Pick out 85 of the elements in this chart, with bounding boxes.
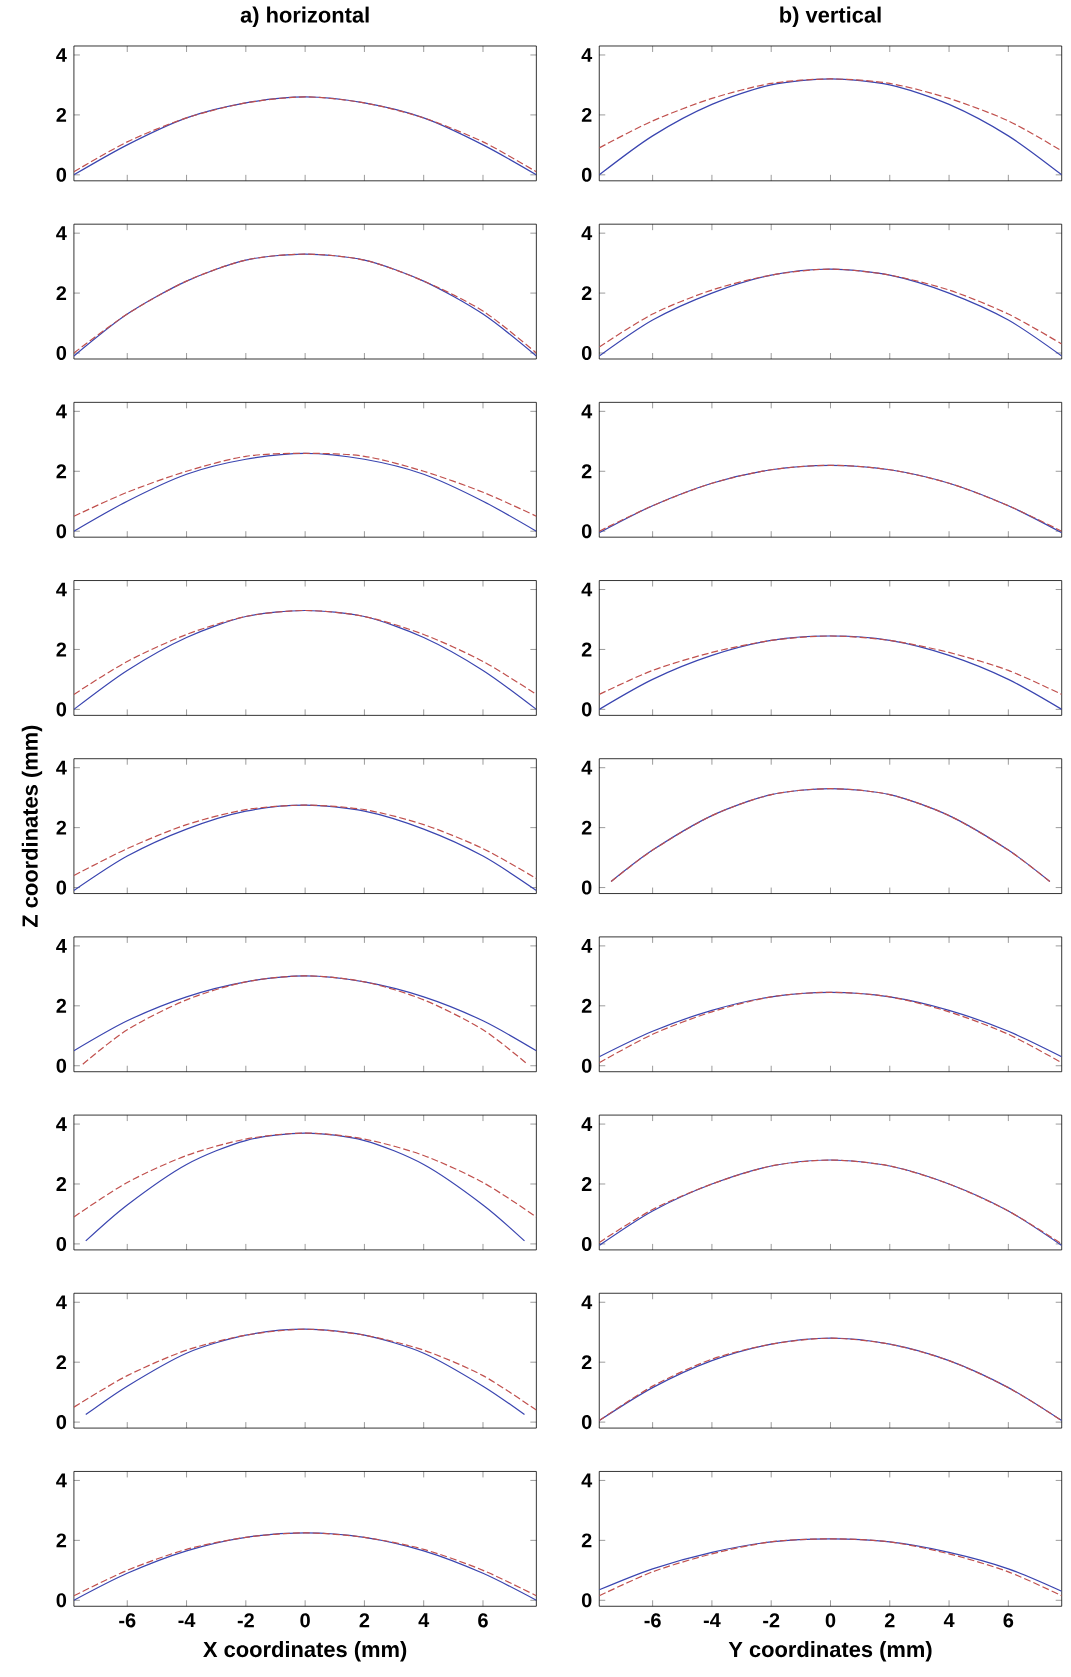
y-tick-label: 0 bbox=[56, 1236, 67, 1251]
y-tick-label: 0 bbox=[56, 167, 67, 182]
y-tick-label: 2 bbox=[56, 1533, 67, 1548]
y-tick-label: 0 bbox=[582, 345, 592, 361]
y-tick-label: 0 bbox=[582, 880, 592, 895]
y-tick-label: 4 bbox=[581, 1295, 593, 1310]
y-tick-label: 4 bbox=[581, 582, 593, 597]
y-tick-label: 2 bbox=[56, 1355, 67, 1370]
y-tick-label: 0 bbox=[582, 167, 592, 182]
y-tick-label: 0 bbox=[56, 702, 67, 717]
y-tick-label: 2 bbox=[582, 642, 592, 657]
line-series bbox=[599, 78, 1062, 152]
y-tick-label: 2 bbox=[582, 107, 592, 122]
y-tick-label: 4 bbox=[581, 760, 593, 775]
x-tick-label: 6 bbox=[478, 1613, 488, 1628]
x-tick-label: 4 bbox=[943, 1613, 955, 1627]
x-tick-label: 2 bbox=[885, 1613, 895, 1628]
y-tick-label: 4 bbox=[56, 939, 67, 953]
y-tick-label: 2 bbox=[582, 1355, 592, 1370]
y-tick-label: 2 bbox=[582, 464, 592, 479]
y-tick-label: 4 bbox=[56, 48, 67, 62]
x-tick-label: -4 bbox=[704, 1613, 721, 1627]
y-tick-label: 4 bbox=[581, 1117, 593, 1131]
y-tick-label: 0 bbox=[582, 1415, 592, 1430]
y-tick-label: 2 bbox=[56, 464, 67, 479]
y-tick-label: 2 bbox=[56, 1177, 67, 1191]
line-series bbox=[74, 975, 537, 1052]
y-tick-label: 2 bbox=[582, 820, 592, 835]
x-axis-title: Y coordinates (mm) bbox=[728, 1641, 932, 1662]
line-series bbox=[599, 78, 1062, 176]
y-tick-label: 4 bbox=[581, 48, 593, 62]
x-tick-label: -6 bbox=[644, 1613, 661, 1628]
x-tick-label: -2 bbox=[237, 1613, 255, 1628]
y-tick-label: 2 bbox=[582, 1533, 592, 1548]
y-tick-label: 4 bbox=[56, 226, 67, 241]
y-tick-label: 4 bbox=[581, 226, 593, 241]
x-tick-label: -2 bbox=[763, 1613, 780, 1628]
y-tick-label: 0 bbox=[56, 1058, 67, 1073]
x-tick-label: 0 bbox=[825, 1613, 836, 1628]
line-series bbox=[610, 788, 1051, 883]
x-tick-label: 2 bbox=[359, 1613, 370, 1628]
line-series bbox=[74, 452, 537, 532]
y-tick-label: 4 bbox=[56, 404, 67, 419]
y-tick-label: 0 bbox=[582, 1236, 592, 1251]
y-tick-label: 4 bbox=[581, 1473, 593, 1488]
x-tick-label: 4 bbox=[418, 1613, 430, 1627]
y-tick-label: 4 bbox=[56, 760, 67, 775]
y-tick-label: 0 bbox=[582, 1058, 592, 1073]
line-series bbox=[599, 635, 1062, 710]
y-tick-label: 2 bbox=[56, 998, 67, 1013]
line-series bbox=[85, 1132, 526, 1242]
y-tick-label: 0 bbox=[56, 345, 67, 361]
y-tick-label: 2 bbox=[582, 1177, 592, 1191]
y-tick-label: 2 bbox=[56, 107, 67, 122]
x-axis-title: X coordinates (mm) bbox=[203, 1641, 407, 1662]
line-series bbox=[74, 452, 537, 517]
x-tick-label: 0 bbox=[300, 1613, 311, 1628]
y-tick-label: 2 bbox=[582, 998, 592, 1013]
y-tick-label: 2 bbox=[582, 286, 592, 301]
y-tick-label: 4 bbox=[581, 939, 593, 953]
y-tick-label: 0 bbox=[582, 524, 592, 539]
y-tick-label: 2 bbox=[56, 286, 67, 301]
y-tick-label: 0 bbox=[56, 880, 67, 895]
y-tick-label: 2 bbox=[56, 820, 67, 835]
line-series bbox=[82, 975, 529, 1065]
y-tick-label: 4 bbox=[56, 1117, 67, 1131]
y-tick-label: 4 bbox=[56, 1295, 67, 1310]
y-tick-label: 4 bbox=[56, 1473, 67, 1488]
y-tick-label: 4 bbox=[56, 582, 67, 597]
x-tick-label: -4 bbox=[178, 1613, 196, 1627]
y-tick-label: 0 bbox=[56, 524, 67, 539]
y-tick-label: 0 bbox=[56, 1593, 67, 1608]
chart-title: b) vertical bbox=[780, 6, 881, 27]
y-axis-title: Z coordinates (mm) bbox=[21, 725, 43, 928]
line-series bbox=[599, 1337, 1062, 1422]
x-tick-label: -6 bbox=[119, 1613, 136, 1628]
line-series bbox=[74, 1132, 537, 1218]
y-tick-label: 2 bbox=[56, 642, 67, 657]
chart-title: a) horizontal bbox=[240, 6, 369, 27]
y-tick-label: 0 bbox=[56, 1415, 67, 1430]
x-tick-label: 6 bbox=[1003, 1613, 1014, 1628]
y-tick-label: 4 bbox=[581, 404, 593, 419]
line-series bbox=[599, 635, 1062, 695]
y-tick-label: 0 bbox=[582, 702, 592, 717]
y-tick-label: 0 bbox=[582, 1593, 592, 1608]
